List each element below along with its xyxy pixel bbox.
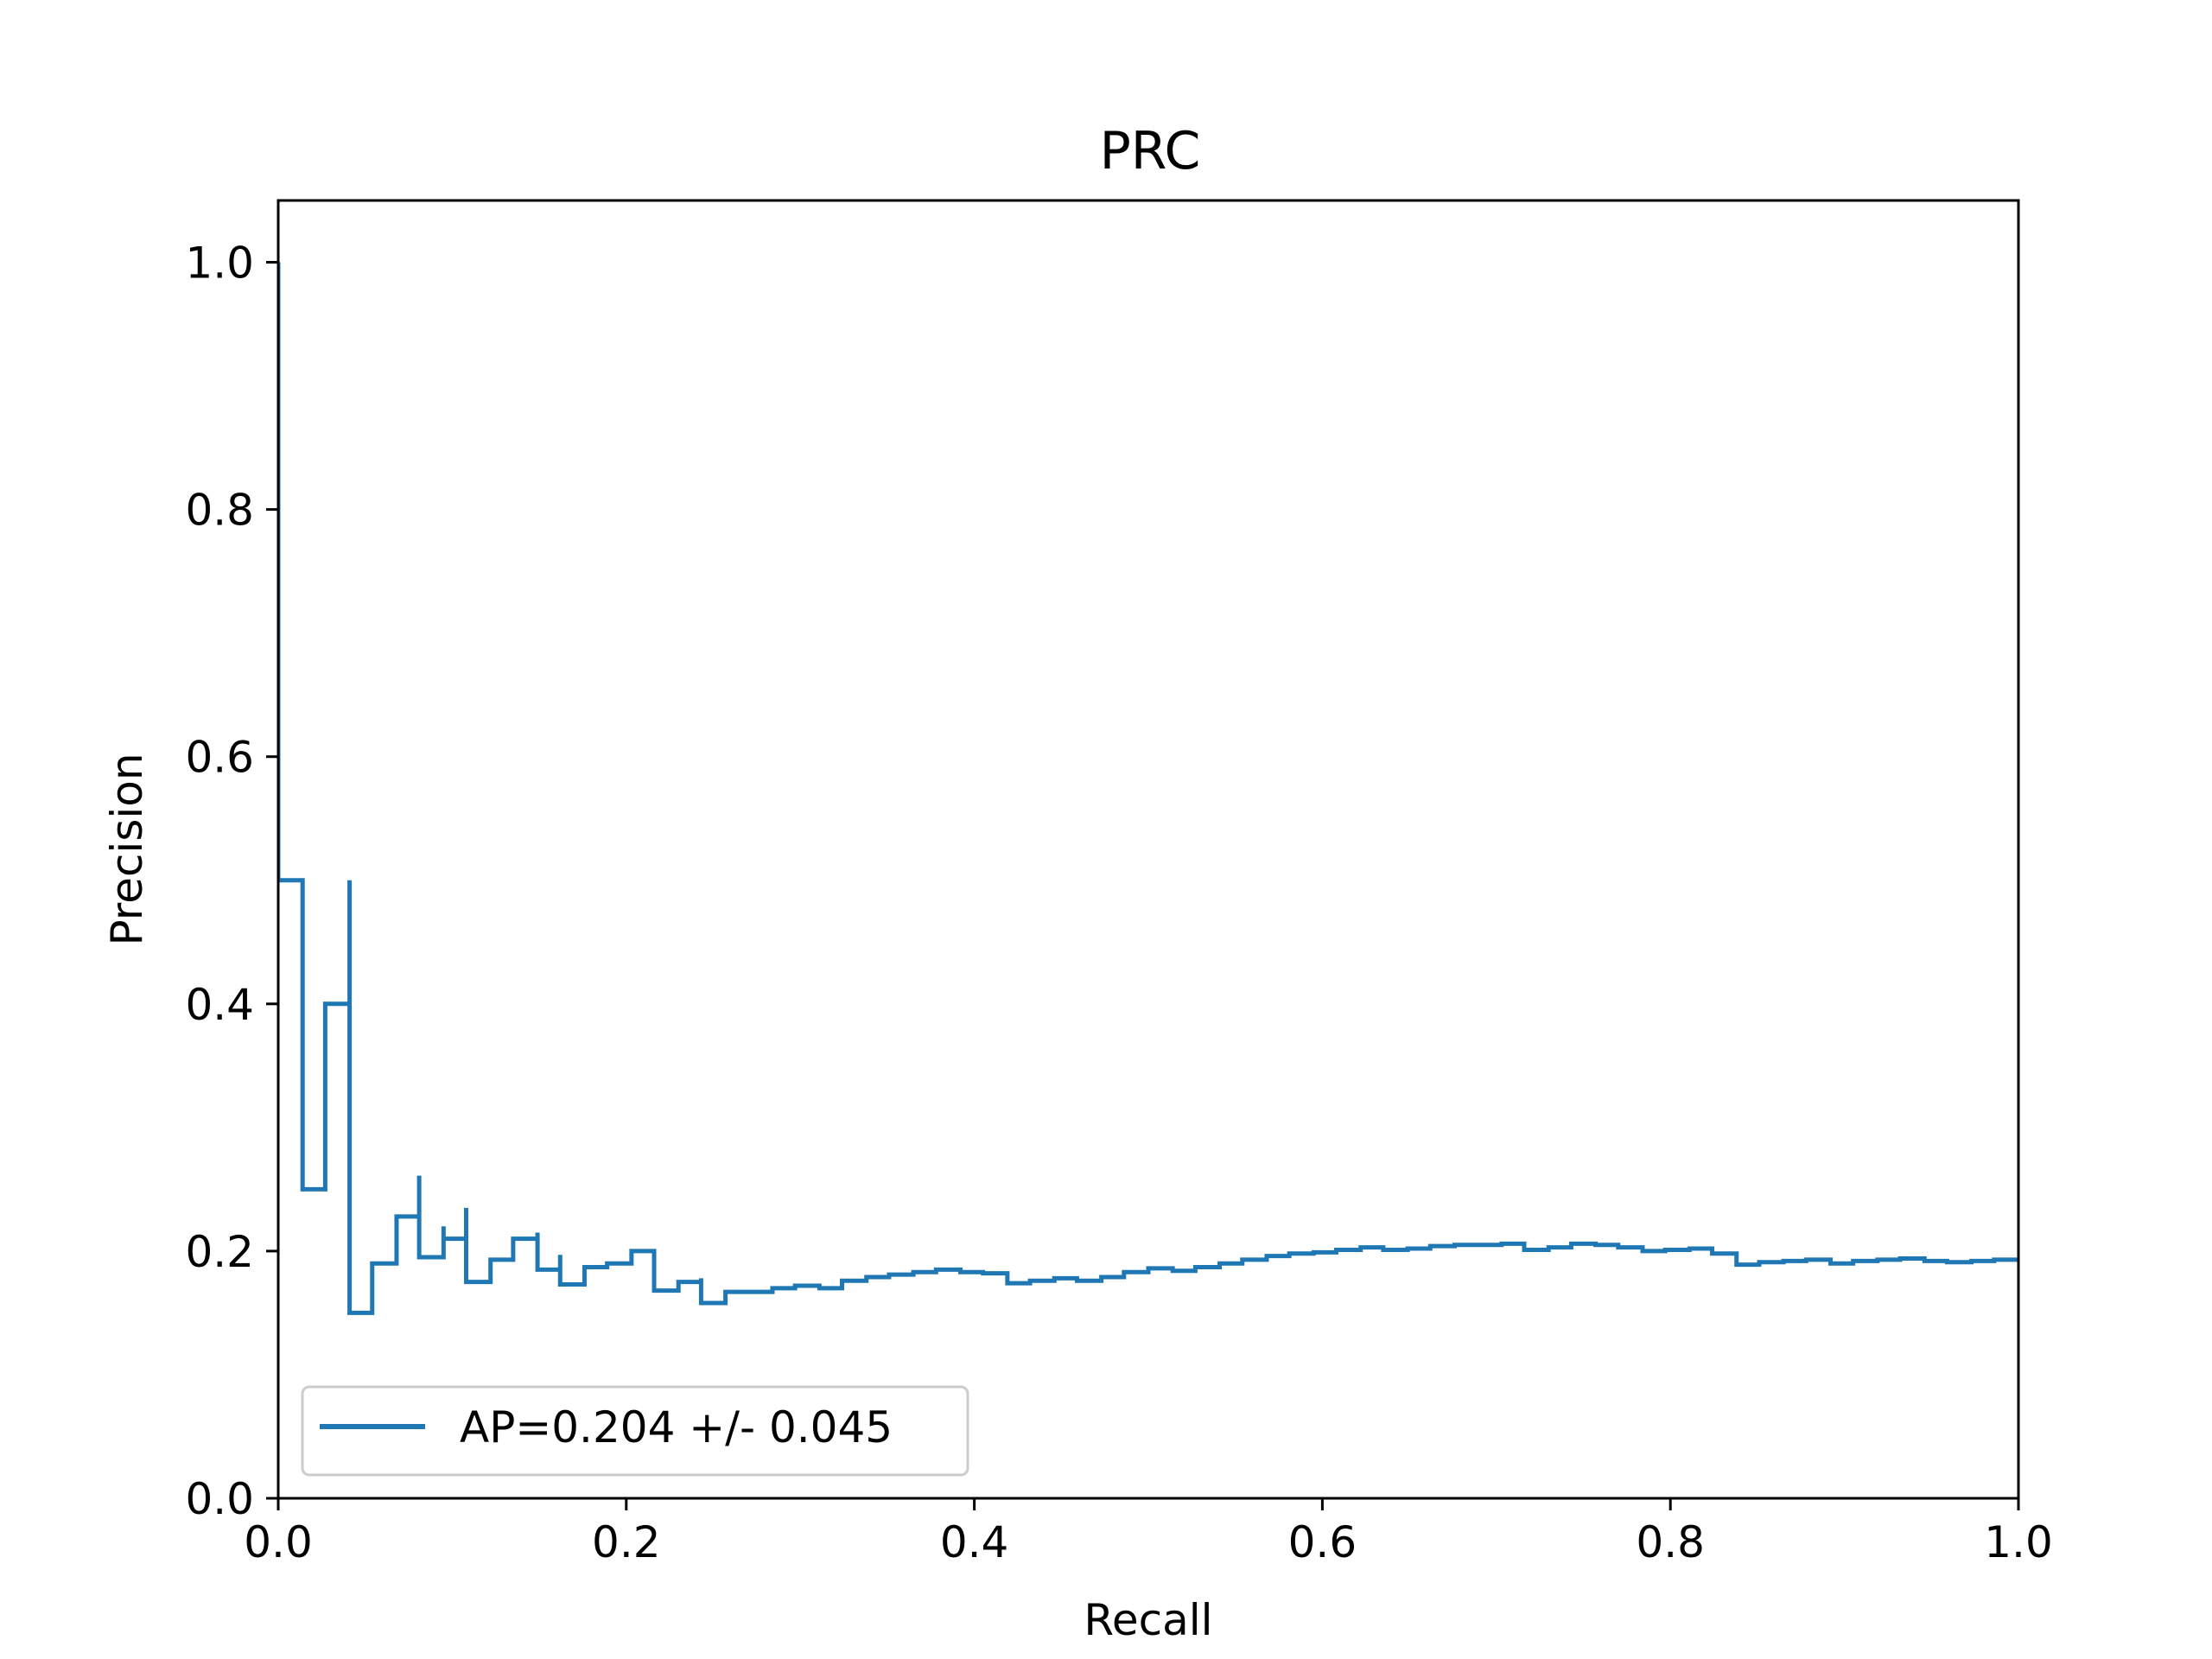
y-axis: 0.0 0.2 0.4 0.6 0.8 1.0	[185, 238, 278, 1524]
x-tick-label: 0.2	[592, 1517, 661, 1567]
y-axis-label: Precision	[102, 753, 152, 945]
series-layer	[278, 262, 2018, 1315]
x-tick-label: 0.4	[940, 1517, 1009, 1567]
plot-frame	[276, 199, 2020, 1500]
y-tick-label: 0.2	[185, 1227, 254, 1277]
y-tick-label: 0.8	[185, 486, 254, 536]
series-line-0	[278, 262, 2018, 1315]
x-axis-label: Recall	[1084, 1595, 1212, 1645]
x-tick-label: 0.6	[1288, 1517, 1357, 1567]
y-tick-label: 1.0	[185, 238, 254, 289]
y-tick-label: 0.6	[185, 733, 254, 783]
y-tick-label: 0.4	[185, 980, 254, 1030]
y-tick-label: 0.0	[185, 1474, 254, 1524]
x-axis: 0.0 0.2 0.4 0.6 0.8 1.0	[244, 1498, 2053, 1567]
legend-label: AP=0.204 +/- 0.045	[460, 1402, 893, 1452]
legend: AP=0.204 +/- 0.045	[301, 1385, 969, 1477]
legend-box	[301, 1385, 969, 1477]
x-tick-label: 0.8	[1636, 1517, 1705, 1567]
chart-title: PRC	[1100, 121, 1201, 181]
x-tick-label: 0.0	[244, 1517, 313, 1567]
x-tick-label: 1.0	[1984, 1517, 2053, 1567]
